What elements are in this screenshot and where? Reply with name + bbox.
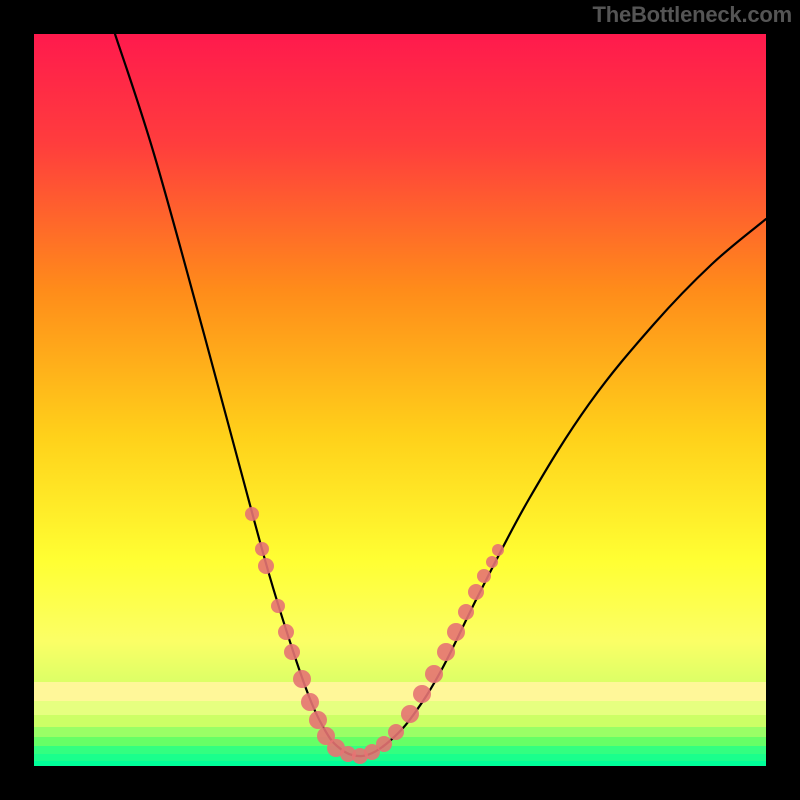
- chart-svg: [34, 34, 766, 766]
- curve-marker: [388, 724, 404, 740]
- band-stripe: [34, 682, 766, 701]
- curve-marker: [245, 507, 259, 521]
- curve-marker: [447, 623, 465, 641]
- curve-marker: [284, 644, 300, 660]
- band-stripe: [34, 753, 766, 761]
- band-stripe: [34, 714, 766, 727]
- band-stripe: [34, 700, 766, 715]
- curve-marker: [271, 599, 285, 613]
- band-stripe: [34, 745, 766, 754]
- curve-marker: [258, 558, 274, 574]
- curve-marker: [437, 643, 455, 661]
- curve-marker: [468, 584, 484, 600]
- curve-marker: [255, 542, 269, 556]
- chart-frame: TheBottleneck.com: [0, 0, 800, 800]
- curve-marker: [458, 604, 474, 620]
- curve-marker: [477, 569, 491, 583]
- curve-marker: [301, 693, 319, 711]
- curve-marker: [309, 711, 327, 729]
- curve-marker: [278, 624, 294, 640]
- curve-marker: [401, 705, 419, 723]
- watermark-text: TheBottleneck.com: [592, 2, 792, 28]
- gradient-background: [34, 34, 766, 766]
- curve-marker: [492, 544, 504, 556]
- curve-marker: [376, 736, 392, 752]
- curve-marker: [425, 665, 443, 683]
- curve-marker: [413, 685, 431, 703]
- curve-marker: [486, 556, 498, 568]
- curve-marker: [293, 670, 311, 688]
